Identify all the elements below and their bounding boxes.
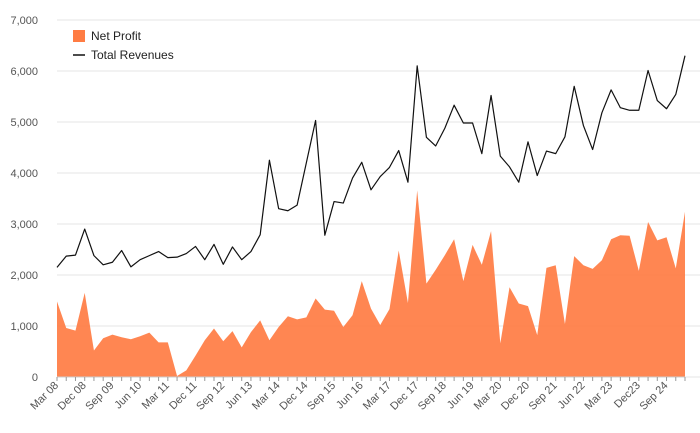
grid-lines bbox=[57, 19, 700, 378]
net-profit-series bbox=[57, 190, 685, 377]
y-tick-label: 0 bbox=[32, 372, 38, 384]
y-axis: 0 1,000 2,000 3,000 4,000 5,000 6,000 7,000 bbox=[10, 15, 38, 384]
legend: Net Profit Total Revenues bbox=[73, 29, 174, 62]
x-tick-label: Jun 19 bbox=[445, 380, 477, 412]
x-tick-label: Sep 24 bbox=[638, 380, 671, 413]
y-tick-label: 3,000 bbox=[10, 219, 38, 231]
y-tick-label: 2,000 bbox=[10, 270, 38, 282]
legend-label-total-revenues: Total Revenues bbox=[91, 48, 174, 62]
x-tick-label: Dec 11 bbox=[167, 380, 200, 413]
x-tick-label: Dec 08 bbox=[56, 380, 89, 413]
x-tick-label: Sep 15 bbox=[305, 380, 338, 413]
x-tick-label: Sep 09 bbox=[83, 380, 116, 413]
x-tick-label: Dec 17 bbox=[388, 380, 421, 413]
x-tick-label: Mar 14 bbox=[250, 380, 283, 413]
legend-label-net-profit: Net Profit bbox=[91, 29, 142, 43]
x-tick-label: Mar 11 bbox=[140, 380, 172, 412]
total-revenues-line bbox=[56, 55, 686, 268]
legend-swatch-net-profit bbox=[73, 30, 85, 42]
x-tick-label: Mar 23 bbox=[583, 380, 616, 413]
total-revenues-series bbox=[56, 55, 686, 268]
net-profit-area bbox=[57, 190, 685, 377]
x-tick-label: Mar 08 bbox=[28, 380, 61, 413]
y-tick-label: 1,000 bbox=[10, 321, 38, 333]
x-tick-label: Mar 17 bbox=[361, 380, 394, 413]
y-tick-label: 5,000 bbox=[10, 117, 38, 129]
y-tick-label: 7,000 bbox=[10, 15, 38, 27]
x-tick-label: Jun 16 bbox=[334, 380, 366, 412]
x-tick-label: Sep 21 bbox=[527, 380, 560, 413]
x-tick-label: Dec 20 bbox=[499, 380, 532, 413]
x-tick-label: Jun 22 bbox=[556, 380, 588, 412]
x-tick-label: Mar 20 bbox=[472, 380, 505, 413]
x-tick-label: Dec 14 bbox=[277, 380, 310, 413]
x-tick-label: Sep 12 bbox=[194, 380, 227, 413]
x-tick-label: Sep 18 bbox=[416, 380, 449, 413]
y-tick-label: 4,000 bbox=[10, 168, 38, 180]
y-tick-label: 6,000 bbox=[10, 66, 38, 78]
x-tick-label: Jun 10 bbox=[112, 380, 144, 412]
x-tick-label: Jun 13 bbox=[223, 380, 255, 412]
